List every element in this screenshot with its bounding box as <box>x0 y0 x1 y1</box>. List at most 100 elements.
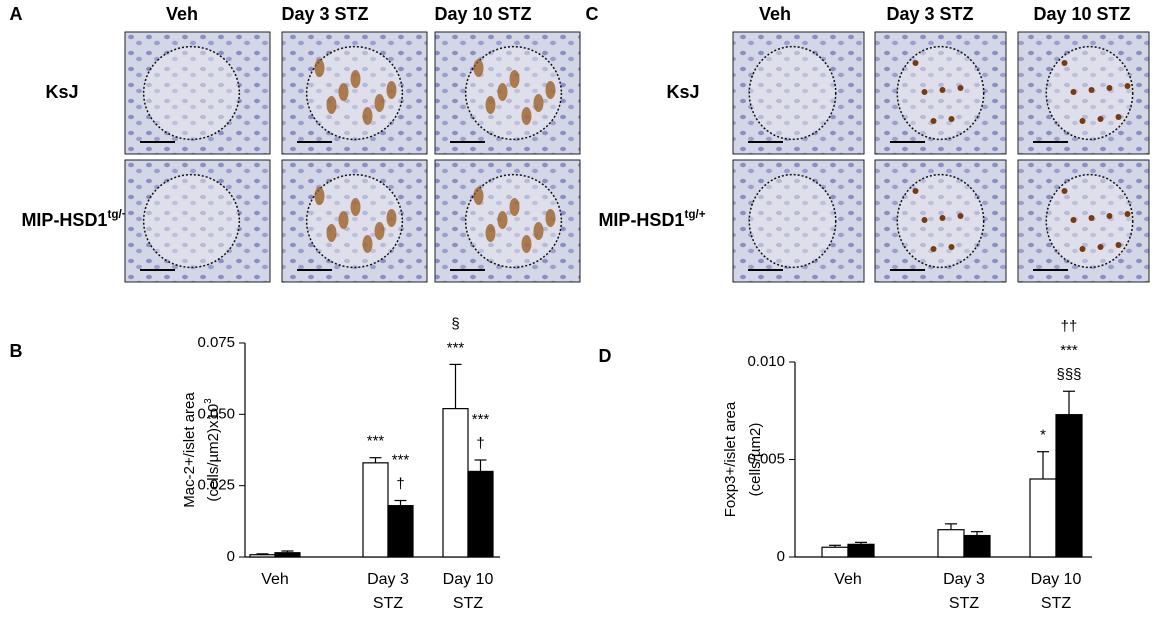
stain <box>1124 83 1131 89</box>
x-tick-label: Day 3 <box>367 571 409 588</box>
stain <box>1061 188 1068 194</box>
stain <box>485 96 496 114</box>
significance-label: *** <box>367 433 385 450</box>
stain <box>533 222 544 240</box>
stain <box>1088 215 1095 221</box>
column-header: Day 10 STZ <box>434 4 531 24</box>
y-axis-label-sup: 3 <box>203 398 214 403</box>
column-header: Veh <box>166 4 198 24</box>
micrograph <box>124 159 271 283</box>
bar <box>937 529 965 558</box>
stain <box>473 187 484 205</box>
stain <box>533 94 544 112</box>
islet-outline <box>896 173 985 269</box>
micrograph <box>732 31 865 155</box>
stain <box>350 70 361 88</box>
stain <box>930 118 937 124</box>
stain <box>521 235 532 253</box>
bar <box>821 546 849 558</box>
y-tick-label: 0.050 <box>197 405 235 422</box>
stain <box>1097 116 1104 122</box>
islet-outline <box>142 173 241 269</box>
x-tick-label: Veh <box>261 571 289 588</box>
bar <box>387 505 414 558</box>
row-label: KsJ <box>666 82 699 102</box>
stain <box>374 222 385 240</box>
y-axis-label: Foxp3+/islet area <box>722 401 739 517</box>
bar <box>362 462 389 558</box>
row-label-main: MIP-HSD1 <box>598 210 684 230</box>
stain <box>948 116 955 122</box>
y-axis-label: (cells/µm2) <box>747 423 764 497</box>
stain <box>1106 85 1113 91</box>
stain <box>1088 87 1095 93</box>
stain <box>1106 213 1113 219</box>
bar <box>1029 478 1057 558</box>
micrograph <box>434 159 581 283</box>
islet-outline <box>748 45 837 141</box>
x-tick-label: STZ <box>1041 595 1071 612</box>
stain <box>1079 246 1086 252</box>
y-axis-label-main: Mac-2+/islet area <box>181 392 198 508</box>
stain <box>497 211 508 229</box>
micrograph <box>124 31 271 155</box>
bar <box>847 543 875 558</box>
y-axis-label: (cells/µm2)x103 <box>203 398 222 501</box>
stain <box>957 213 964 219</box>
significance-label: *** <box>472 411 490 428</box>
stain <box>939 87 946 93</box>
stain <box>338 83 349 101</box>
stain <box>521 107 532 125</box>
stain <box>362 107 373 125</box>
x-tick-label: STZ <box>949 595 979 612</box>
islet-outline <box>464 173 563 269</box>
bar <box>249 554 276 558</box>
significance-label: § <box>451 315 459 332</box>
significance-label: † <box>396 475 404 492</box>
stain <box>930 246 937 252</box>
panel-letter: C <box>586 4 599 24</box>
row-label-main: MIP-HSD1 <box>21 210 107 230</box>
significance-label: *** <box>1060 342 1078 359</box>
y-tick-label: 0 <box>227 548 235 565</box>
stain <box>509 70 520 88</box>
significance-label: * <box>1040 427 1046 444</box>
bar <box>442 408 469 558</box>
stain <box>473 59 484 77</box>
stain <box>350 198 361 216</box>
islet-outline <box>1045 45 1134 141</box>
stain <box>1070 89 1077 95</box>
x-tick-label: Day 10 <box>1031 571 1082 588</box>
row-label-sup: tg/+ <box>684 208 705 221</box>
islet-outline <box>1045 173 1134 269</box>
bar <box>1055 414 1083 558</box>
micrograph <box>732 159 865 283</box>
significance-label: *** <box>447 339 465 356</box>
y-tick-label: 0 <box>777 548 785 565</box>
stain <box>912 188 919 194</box>
y-axis-label-main: (cells/µm2)x10 <box>205 404 222 502</box>
row-label-sup: tg/+ <box>107 208 128 221</box>
islet-outline <box>305 45 404 141</box>
row-label: MIP-HSD1tg/+ <box>21 208 128 230</box>
bar <box>963 534 991 558</box>
row-label: KsJ <box>45 82 78 102</box>
y-tick-label: 0.005 <box>747 450 785 467</box>
stain <box>1124 211 1131 217</box>
stain <box>1070 217 1077 223</box>
islet-outline <box>142 45 241 141</box>
islet-outline <box>464 45 563 141</box>
stain <box>497 83 508 101</box>
y-tick-label: 0.010 <box>747 353 785 370</box>
y-axis-label-main: Foxp3+/islet area <box>722 401 739 517</box>
y-axis-label-main: (cells/µm2) <box>747 423 764 497</box>
stain <box>957 85 964 91</box>
stain <box>509 198 520 216</box>
x-tick-label: Day 10 <box>443 571 494 588</box>
column-header: Day 3 STZ <box>886 4 973 24</box>
stain <box>326 96 337 114</box>
stain <box>545 209 556 227</box>
stain <box>314 59 325 77</box>
bar <box>274 552 301 558</box>
